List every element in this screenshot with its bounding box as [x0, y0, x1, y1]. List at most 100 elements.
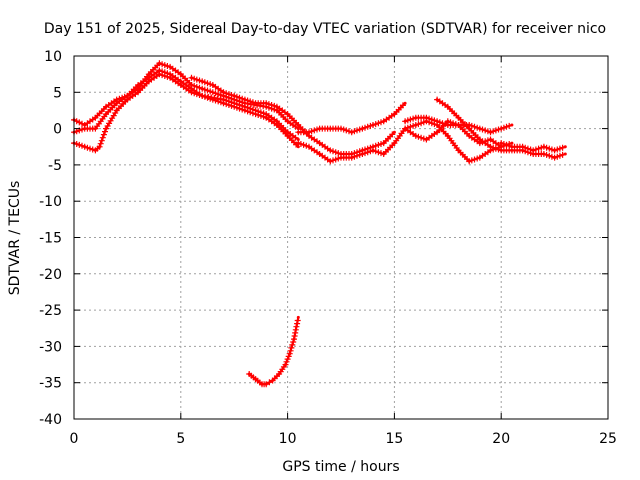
data-point	[371, 148, 375, 152]
data-point	[222, 98, 225, 102]
data-point	[286, 134, 290, 138]
data-point	[424, 116, 428, 120]
data-point	[168, 76, 172, 80]
data-point	[467, 134, 471, 138]
y-tick-label: 5	[53, 85, 62, 101]
data-point	[104, 112, 108, 116]
series-satellite-track-4	[188, 74, 396, 157]
tick-labels: 0 5 10 15 20 25 10 5 0 -5 -10 -15 -20 -25 -30 -35 -40	[39, 49, 617, 447]
data-point	[136, 83, 140, 87]
data-point	[467, 123, 471, 127]
data-point	[296, 141, 300, 145]
data-point	[563, 152, 567, 156]
data-point	[115, 108, 119, 112]
data-point	[553, 156, 557, 160]
data-point	[360, 152, 364, 156]
data-point	[83, 123, 87, 127]
series-line	[72, 69, 300, 148]
data-point	[553, 148, 557, 152]
data-point	[93, 148, 97, 152]
data-point	[542, 145, 546, 149]
data-point	[371, 145, 375, 149]
data-point	[478, 138, 482, 141]
data-point	[190, 76, 193, 80]
data-point	[115, 101, 119, 105]
data-point	[414, 134, 418, 138]
data-point	[286, 112, 290, 116]
data-point	[510, 123, 514, 127]
data-point	[247, 372, 251, 376]
data-point	[264, 112, 268, 116]
data-point	[222, 94, 225, 98]
data-point	[424, 119, 428, 123]
data-point	[478, 141, 482, 145]
data-point	[510, 148, 514, 152]
y-tick-label: -40	[39, 412, 62, 428]
data-point	[489, 148, 492, 152]
data-point	[104, 105, 108, 109]
x-axis-label: GPS time / hours	[282, 459, 399, 475]
data-point	[478, 127, 482, 131]
data-point	[275, 123, 279, 127]
data-point	[307, 145, 311, 149]
data-point	[318, 127, 322, 131]
ticks	[73, 55, 609, 420]
data-point	[446, 134, 450, 138]
data-point	[392, 130, 396, 134]
data-point	[264, 382, 268, 386]
data-point	[147, 76, 151, 80]
data-point	[243, 108, 247, 112]
series-satellite-track-6	[295, 118, 503, 165]
data-point	[190, 87, 193, 91]
data-point	[147, 79, 151, 83]
data-point	[93, 127, 97, 131]
data-point	[157, 72, 161, 76]
data-point	[254, 101, 258, 105]
data-point	[403, 127, 407, 131]
x-tick-label: 5	[176, 431, 185, 447]
data-point	[371, 123, 375, 127]
series-satellite-track-10	[498, 140, 567, 154]
data-point	[200, 79, 204, 83]
y-tick-label: -35	[39, 376, 62, 392]
series-layer	[71, 60, 567, 388]
data-point	[328, 159, 332, 163]
grid	[74, 56, 608, 419]
data-point	[200, 87, 204, 91]
data-point	[328, 148, 332, 152]
data-point	[489, 145, 492, 149]
data-point	[499, 145, 503, 149]
data-point	[284, 363, 287, 367]
data-point	[467, 159, 471, 163]
data-point	[200, 94, 204, 98]
data-point	[168, 72, 172, 76]
y-tick-label: -25	[39, 303, 62, 319]
data-point	[478, 156, 482, 160]
data-point	[232, 94, 236, 98]
series-satellite-track-11	[246, 315, 301, 388]
data-point	[98, 145, 102, 149]
data-point	[147, 72, 151, 76]
data-point	[489, 138, 492, 141]
data-point	[457, 116, 460, 120]
data-point	[93, 116, 97, 120]
data-point	[531, 148, 535, 152]
data-point	[435, 98, 439, 102]
data-point	[414, 123, 418, 127]
data-point	[260, 382, 264, 386]
data-point	[424, 138, 428, 141]
data-point	[392, 141, 396, 145]
data-point	[457, 148, 460, 152]
data-point	[275, 108, 279, 112]
data-point	[499, 141, 503, 145]
data-point	[275, 119, 279, 123]
data-point	[115, 98, 119, 102]
data-point	[382, 119, 386, 123]
y-tick-label: -5	[48, 158, 62, 174]
data-point	[360, 148, 364, 152]
data-point	[190, 90, 193, 94]
data-point	[190, 83, 193, 87]
y-axis-label: SDTVAR / TECUs	[7, 181, 23, 296]
data-point	[83, 127, 87, 131]
